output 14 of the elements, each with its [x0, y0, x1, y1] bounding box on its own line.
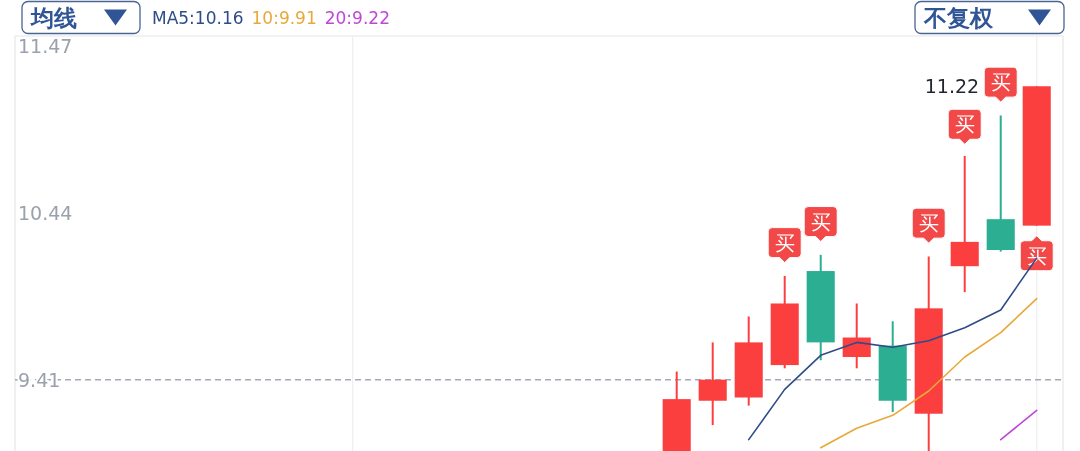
- signal-label: 买: [954, 112, 975, 137]
- signal-label: 买: [1026, 243, 1047, 268]
- annotation: 11.22: [924, 75, 980, 98]
- legend-entry: 10:9.91: [251, 7, 317, 28]
- y-tick-label: 10.44: [18, 201, 73, 224]
- y-tick-label: 11.47: [18, 34, 73, 57]
- legend-entry: MA5:10.16: [152, 7, 244, 28]
- legend-entry: 20:9.22: [324, 7, 390, 28]
- button-label: 不复权: [924, 4, 993, 31]
- signal-label: 买: [810, 209, 831, 234]
- signal-label: 买: [918, 211, 939, 236]
- signal-label: 买: [990, 70, 1011, 95]
- signal-label: 买: [774, 230, 795, 255]
- button-label: 均线: [31, 4, 77, 31]
